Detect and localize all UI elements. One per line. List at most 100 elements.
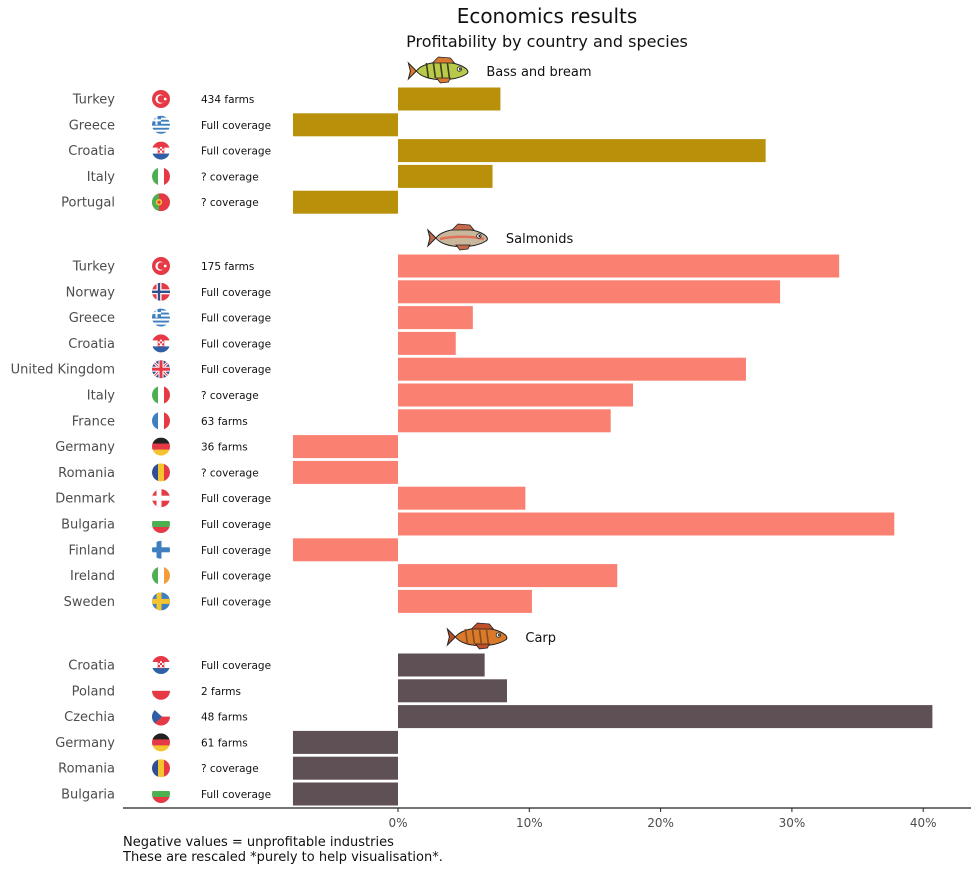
country-label: Czechia (64, 710, 115, 725)
country-label: Greece (69, 118, 115, 133)
group-bass-and-bream: Bass and bream Turkey 434 farms Greece Full … (61, 56, 766, 214)
bar (398, 512, 895, 536)
coverage-label: Full coverage (201, 660, 271, 672)
chart-row: Bulgaria Full coverage (61, 512, 895, 536)
country-label: Croatia (68, 337, 115, 352)
norway-flag-icon (152, 282, 170, 301)
chart-row: Croatia Full coverage (68, 331, 456, 355)
country-label: Croatia (68, 659, 115, 674)
country-label: Romania (58, 762, 115, 777)
trout-fish-icon (426, 223, 488, 251)
country-label: Bulgaria (61, 788, 115, 803)
group-label: Carp (525, 631, 556, 646)
coverage-label: Full coverage (201, 596, 271, 608)
italy-flag-icon (152, 167, 170, 186)
bar (292, 782, 398, 806)
italy-flag-icon (152, 386, 170, 404)
country-label: Portugal (61, 196, 115, 211)
country-label: Turkey (72, 260, 116, 275)
chart-row: Italy ? coverage (87, 383, 634, 407)
country-label: Denmark (55, 492, 115, 507)
coverage-label: ? coverage (201, 467, 259, 479)
country-label: Romania (58, 466, 115, 481)
germany-flag-icon (152, 437, 170, 456)
uk-flag-icon (152, 360, 170, 379)
coverage-label: ? coverage (201, 763, 259, 775)
x-tick-label: 40% (910, 816, 937, 830)
country-label: Bulgaria (61, 518, 115, 533)
bar (398, 653, 485, 677)
chart-row: Italy ? coverage (87, 164, 493, 188)
coverage-label: 434 farms (201, 94, 254, 106)
bar (292, 435, 398, 459)
group-salmonids: Salmonids Turkey 175 farms Norway Full cover… (11, 223, 895, 613)
bar (398, 486, 526, 510)
germany-flag-icon (152, 733, 170, 752)
bar (398, 164, 493, 188)
romania-flag-icon (152, 463, 170, 482)
bulgaria-flag-icon (152, 785, 170, 803)
coverage-label: Full coverage (201, 545, 271, 557)
coverage-label: 63 farms (201, 416, 248, 428)
ireland-flag-icon (152, 566, 170, 585)
bar (398, 589, 532, 613)
coverage-label: Full coverage (201, 287, 271, 299)
coverage-label: Full coverage (201, 146, 271, 158)
country-label: Ireland (70, 569, 115, 584)
country-label: France (72, 414, 115, 429)
chart-row: Turkey 175 farms (72, 254, 840, 278)
country-label: Croatia (68, 144, 115, 159)
croatia-flag-icon (152, 656, 170, 674)
chart-row: Czechia 48 farms (64, 705, 933, 729)
chart-row: Sweden Full coverage (64, 589, 532, 613)
coverage-label: 36 farms (201, 442, 248, 454)
portugal-flag-icon (152, 193, 170, 212)
chart-subtitle: Profitability by country and species (406, 32, 688, 51)
bar (292, 538, 398, 562)
coverage-label: Full coverage (201, 313, 271, 325)
carp-fish-icon (446, 622, 508, 650)
x-tick-label: 10% (516, 816, 543, 830)
bar (398, 357, 746, 381)
chart-row: Poland 2 farms (72, 679, 507, 703)
chart-row: Ireland Full coverage (70, 564, 618, 588)
chart-row: Germany 61 farms (55, 730, 398, 754)
x-axis: 0% 10% 20% 30% 40% (123, 807, 971, 830)
chart-row: United Kingdom Full coverage (11, 357, 746, 381)
greece-flag-icon (152, 115, 170, 134)
bulgaria-flag-icon (152, 515, 170, 533)
romania-flag-icon (152, 759, 170, 778)
chart-row: Croatia Full coverage (68, 653, 485, 677)
country-label: Sweden (64, 595, 115, 610)
coverage-label: 175 farms (201, 261, 254, 273)
bar (398, 383, 634, 407)
country-label: Greece (69, 311, 115, 326)
bar (398, 409, 611, 433)
chart-row: Norway Full coverage (66, 280, 781, 304)
coverage-label: Full coverage (201, 789, 271, 801)
x-tick-label: 30% (779, 816, 806, 830)
coverage-label: ? coverage (201, 390, 259, 402)
bar (398, 139, 766, 163)
country-label: Italy (87, 389, 116, 404)
country-label: Germany (55, 440, 115, 455)
country-label: Italy (87, 170, 116, 185)
coverage-label: 48 farms (201, 712, 248, 724)
chart-row: Bulgaria Full coverage (61, 782, 398, 806)
country-label: Finland (69, 543, 115, 558)
country-label: Germany (55, 736, 115, 751)
chart-row: Greece Full coverage (69, 113, 398, 137)
coverage-label: Full coverage (201, 519, 271, 531)
chart-row: Portugal ? coverage (61, 190, 398, 214)
czechia-flag-icon (152, 707, 170, 726)
bar (398, 280, 781, 304)
country-label: Turkey (72, 93, 116, 108)
chart-row: Romania ? coverage (58, 756, 398, 780)
chart-row: France 63 farms (72, 409, 611, 433)
greece-flag-icon (152, 308, 170, 327)
bar (398, 254, 840, 278)
chart-groups: Bass and bream Turkey 434 farms Greece Full … (11, 56, 933, 806)
sweden-flag-icon (152, 592, 170, 611)
finland-flag-icon (152, 540, 170, 559)
